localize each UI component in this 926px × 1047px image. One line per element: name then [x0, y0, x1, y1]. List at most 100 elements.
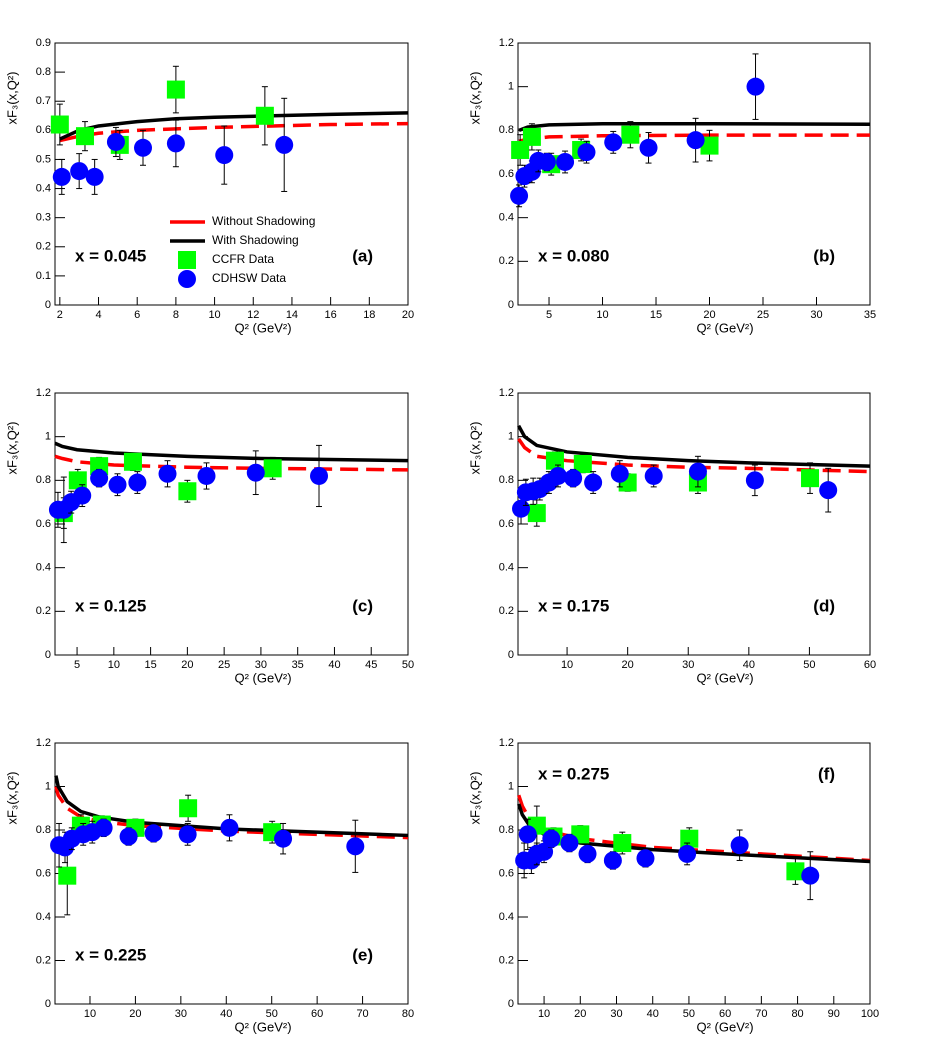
- x-tick-label: 45: [365, 659, 377, 671]
- panel-label: (e): [352, 945, 373, 964]
- x-tick-label: 90: [828, 1008, 840, 1020]
- x-tick-label: 70: [356, 1008, 368, 1020]
- y-tick-label: 1.2: [499, 37, 514, 49]
- y-tick-label: 0.6: [499, 867, 514, 879]
- y-tick-label: 0.8: [36, 824, 51, 836]
- ccfr-point: [255, 106, 274, 125]
- x-tick-label: 100: [861, 1008, 879, 1020]
- x-tick-label: 60: [864, 659, 876, 671]
- ccfr-point: [522, 127, 541, 146]
- ccfr-point: [786, 862, 805, 881]
- curve-without-shadowing: [54, 786, 409, 840]
- x-tick-label: 16: [325, 309, 337, 321]
- cdhsw-point: [94, 818, 113, 837]
- ccfr-point: [263, 459, 282, 478]
- x-tick-label: 30: [810, 309, 822, 321]
- y-tick-label: 0.6: [36, 518, 51, 530]
- ccfr-point: [621, 125, 640, 144]
- cdhsw-point: [158, 464, 177, 483]
- x-tick-label: 10: [596, 309, 608, 321]
- panel: 0 0.2 0.4 0.6 0.8 1 1.2 5 10 15 20 25 30 35 40 45 50 Q² (…: [4, 387, 414, 686]
- cdhsw-point: [518, 825, 537, 844]
- panel: 0 0.2 0.4 0.6 0.8 1 1.2 5 10 15 20 25 30 35 Q² (GeV²) x…: [467, 37, 876, 336]
- y-tick-label: 0.6: [499, 518, 514, 530]
- ccfr-point: [613, 834, 632, 853]
- x-tick-label: 15: [144, 659, 156, 671]
- curve-with-shadowing: [54, 441, 409, 463]
- y-axis-label: xF₃(x,Q²): [467, 422, 482, 475]
- x-tick-label: 10: [538, 1008, 550, 1020]
- ccfr-point: [179, 799, 198, 818]
- panel: 0 0.1 0.2 0.3 0.4 0.5 0.6 0.7 0.8 0.9 2 4 6 8 10 12 14 16…: [4, 37, 414, 336]
- ccfr-point: [801, 469, 820, 488]
- cdhsw-point: [106, 132, 125, 151]
- cdhsw-point: [128, 473, 147, 492]
- x-tick-label: 20: [129, 1008, 141, 1020]
- cdhsw-point: [537, 152, 556, 171]
- panel-label: (a): [352, 246, 373, 265]
- x-axis-label: Q² (GeV²): [234, 670, 291, 685]
- cdhsw-point: [178, 825, 197, 844]
- annotation: x = 0.080: [538, 246, 609, 265]
- plot-frame: [54, 392, 409, 656]
- x-tick-label: 10: [561, 659, 573, 671]
- y-tick-label: 0: [45, 649, 51, 661]
- cdhsw-point: [819, 481, 838, 500]
- annotation: x = 0.275: [538, 764, 609, 783]
- cdhsw-point: [644, 466, 663, 485]
- cdhsw-point: [577, 143, 596, 162]
- y-tick-label: 1: [508, 81, 514, 93]
- annotation: x = 0.045: [75, 246, 146, 265]
- x-tick-label: 80: [402, 1008, 414, 1020]
- x-tick-label: 20: [574, 1008, 586, 1020]
- y-tick-label: 0.1: [36, 270, 51, 282]
- y-tick-label: 1.2: [499, 737, 514, 749]
- y-tick-label: 1.2: [499, 387, 514, 399]
- cdhsw-point: [512, 499, 531, 518]
- x-tick-label: 50: [683, 1008, 695, 1020]
- y-tick-label: 1: [45, 780, 51, 792]
- cdhsw-point: [564, 469, 583, 488]
- x-tick-label: 10: [208, 309, 220, 321]
- annotation: x = 0.125: [75, 596, 146, 615]
- cdhsw-point: [686, 131, 705, 150]
- y-tick-label: 0.2: [36, 241, 51, 253]
- x-tick-label: 8: [173, 309, 179, 321]
- y-tick-label: 0.8: [499, 824, 514, 836]
- cdhsw-point: [119, 827, 138, 846]
- x-tick-label: 25: [757, 309, 769, 321]
- x-tick-label: 10: [84, 1008, 96, 1020]
- y-tick-label: 0.2: [36, 954, 51, 966]
- ccfr-point: [573, 454, 592, 473]
- x-tick-label: 30: [610, 1008, 622, 1020]
- legend-swatch: [178, 251, 196, 269]
- curve-without-shadowing: [54, 454, 409, 472]
- x-tick-label: 35: [292, 659, 304, 671]
- cdhsw-point: [542, 829, 561, 848]
- cdhsw-point: [144, 824, 163, 843]
- x-tick-label: 15: [650, 309, 662, 321]
- y-tick-label: 1: [45, 431, 51, 443]
- x-tick-label: 20: [181, 659, 193, 671]
- panel: 0 0.2 0.4 0.6 0.8 1 1.2 10 20 30 40 50 60 70 80 90 100 Q²…: [467, 737, 879, 1035]
- y-tick-label: 1: [508, 780, 514, 792]
- ccfr-point: [527, 504, 546, 523]
- ccfr-point: [50, 115, 69, 134]
- x-tick-label: 20: [622, 659, 634, 671]
- y-tick-label: 0.4: [499, 212, 514, 224]
- curve-without-shadowing: [517, 437, 871, 474]
- cdhsw-point: [274, 829, 293, 848]
- cdhsw-point: [346, 837, 365, 856]
- y-tick-label: 0.8: [499, 124, 514, 136]
- cdhsw-point: [70, 162, 89, 181]
- panel-label: (b): [813, 246, 835, 265]
- x-tick-label: 10: [108, 659, 120, 671]
- cdhsw-point: [108, 475, 127, 494]
- x-tick-label: 40: [647, 1008, 659, 1020]
- cdhsw-point: [556, 152, 575, 171]
- y-tick-label: 0.4: [36, 562, 51, 574]
- cdhsw-point: [197, 466, 216, 485]
- plot-frame: [517, 42, 871, 306]
- x-tick-label: 20: [402, 309, 414, 321]
